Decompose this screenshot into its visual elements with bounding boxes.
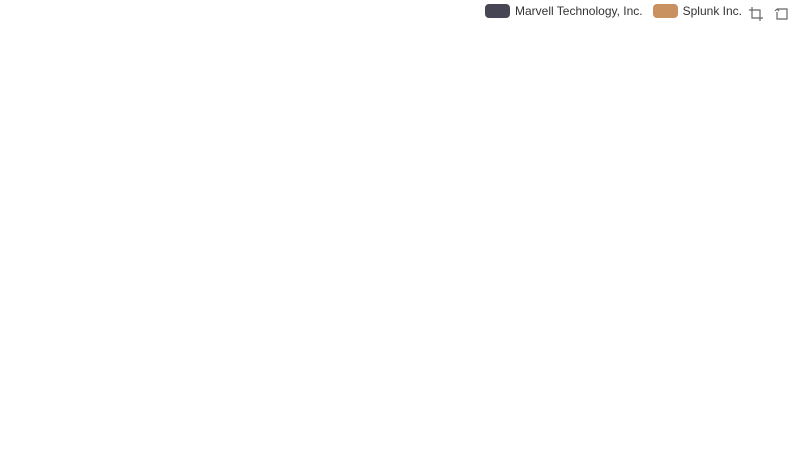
y-tick-label: 5B [70,96,85,110]
x-tick-label: 2023 [674,321,701,335]
bar-splunk[interactable] [501,216,523,318]
bar-splunk[interactable] [251,289,273,318]
legend-label-marvell: Marvell Technology, Inc. [515,4,643,18]
zoom-track [95,401,783,437]
legend-item-splunk[interactable]: Splunk Inc. [652,4,742,18]
legend-swatch-splunk [652,4,678,18]
zoom-handle-left[interactable] [92,411,100,433]
bar-marvell[interactable] [726,81,748,318]
y-tick-label: 4B [70,139,85,153]
bar-marvell[interactable] [414,194,435,318]
bar-splunk[interactable] [439,240,460,318]
zoom-preview-area [95,411,783,437]
x-axis-label: Year [424,363,448,377]
x-tick-label: 2021 [549,321,576,335]
zoom-handle-right[interactable] [778,411,786,433]
bar-marvell[interactable] [601,126,623,318]
data-zoom-slider[interactable] [92,401,786,437]
legend-label-splunk: Splunk Inc. [682,4,742,18]
y-tick-label: 1B [70,268,85,282]
bar-splunk[interactable] [564,222,586,318]
bar-marvell[interactable] [101,171,123,318]
legend: Marvell Technology, Inc. Splunk Inc. [485,4,742,18]
x-tick-label: 2017 [299,321,326,335]
bar-splunk[interactable] [689,161,711,318]
y-tick-label: 3B [70,182,85,196]
watermark-logo [338,168,458,288]
bar-splunk[interactable] [376,263,398,318]
bar-splunk[interactable] [126,305,148,318]
y-tick-label: 6B [70,53,85,67]
data-zoom-icon[interactable] [748,6,764,22]
bar-splunk[interactable] [751,136,773,318]
y-tick-label: 2B [70,225,85,239]
zoom-reset-icon[interactable] [774,6,790,22]
bar-marvell[interactable] [664,63,686,318]
bar-marvell[interactable] [226,201,248,318]
bar-marvell[interactable] [539,190,561,318]
bar-marvell[interactable] [163,158,185,318]
bar-splunk[interactable] [626,203,648,318]
legend-item-marvell[interactable]: Marvell Technology, Inc. [485,4,643,18]
bar-splunk[interactable] [188,298,210,318]
toolbox [748,6,790,22]
legend-swatch-marvell [485,4,510,18]
x-tick-label: 2019 [424,321,451,335]
bar-marvell[interactable] [476,201,498,318]
bar-marvell[interactable] [351,214,373,318]
y-tick-label: 0 [78,311,85,325]
bar-splunk[interactable] [313,277,335,318]
zoom-top-bar[interactable] [96,402,782,408]
y-axis-label: Revenue [33,165,47,213]
bar-marvell[interactable] [288,218,310,318]
x-tick-label: 2015 [173,321,200,335]
